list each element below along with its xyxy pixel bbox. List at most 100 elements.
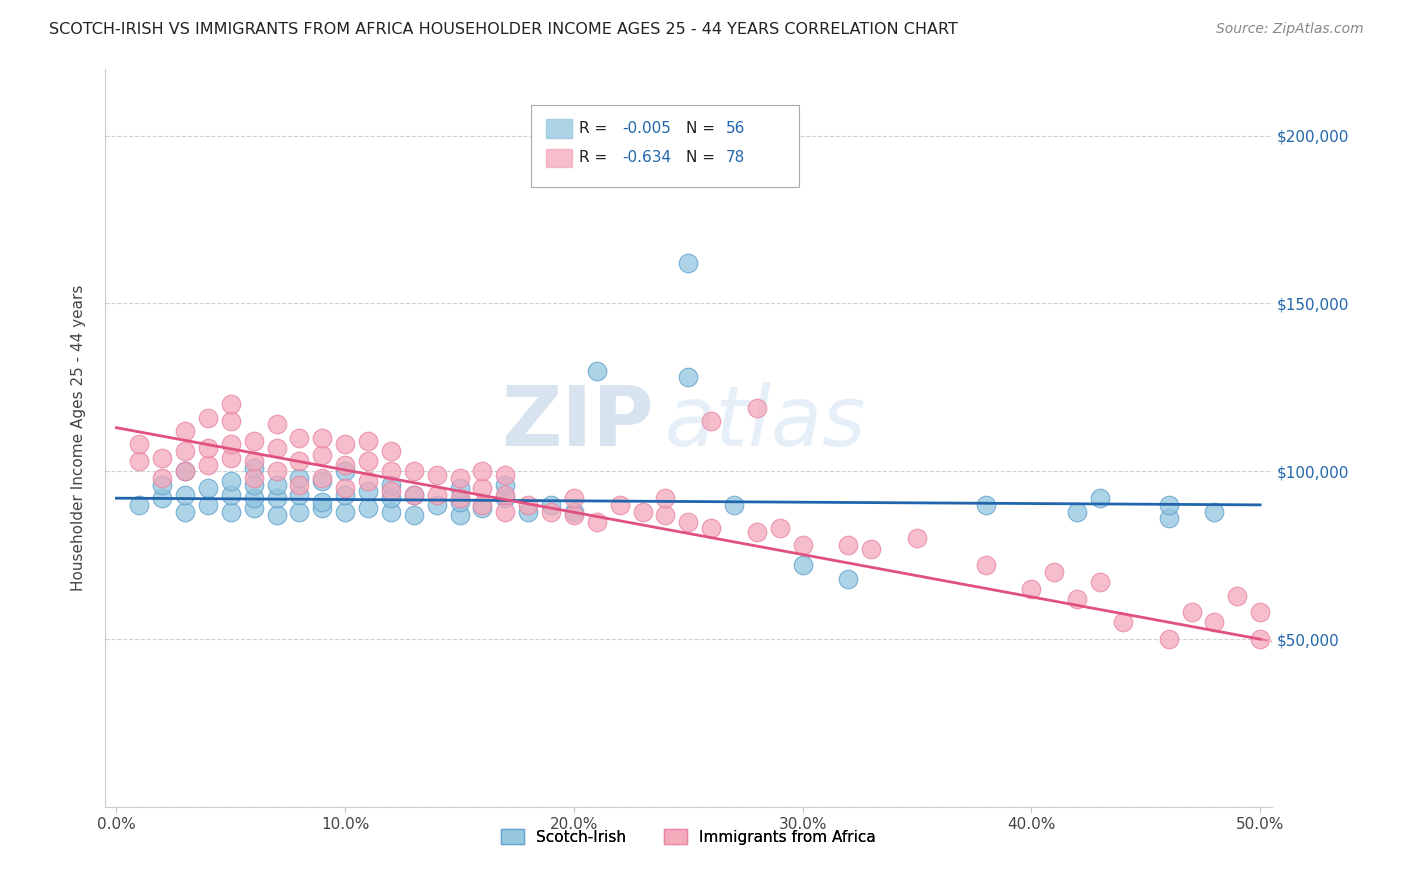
Point (540, 498, 562, 512)
Bar (546, 120, 572, 138)
Point (1088, 575, 1111, 590)
Point (357, 475, 380, 489)
Point (494, 491, 516, 505)
Point (311, 431, 333, 445)
Text: ZIP: ZIP (501, 383, 654, 464)
Point (197, 458, 219, 472)
Point (128, 454, 150, 468)
Point (1088, 491, 1111, 505)
Point (769, 521, 792, 535)
Point (678, 515, 700, 529)
Text: Source: ZipAtlas.com: Source: ZipAtlas.com (1216, 22, 1364, 37)
Point (197, 498, 219, 512)
Text: R =: R = (579, 120, 612, 136)
Point (266, 417, 288, 432)
Point (792, 558, 814, 573)
Point (333, 437, 356, 451)
Point (974, 498, 997, 512)
Point (1021, 582, 1043, 596)
Point (288, 488, 311, 502)
Point (471, 464, 494, 478)
Point (562, 508, 585, 522)
Point (288, 471, 311, 485)
Text: N =: N = (686, 151, 720, 165)
Point (860, 541, 883, 556)
Point (1066, 505, 1088, 519)
Point (402, 508, 425, 522)
Bar (546, 149, 572, 168)
Point (150, 491, 173, 505)
Point (1112, 615, 1135, 630)
Point (426, 467, 449, 482)
Point (242, 501, 264, 516)
Point (449, 471, 471, 485)
Point (150, 450, 173, 465)
Point (402, 488, 425, 502)
Point (1043, 565, 1066, 579)
Point (517, 505, 540, 519)
Point (333, 505, 356, 519)
Point (1249, 632, 1271, 647)
Point (197, 441, 219, 455)
Point (242, 434, 264, 449)
Point (380, 491, 402, 505)
Point (266, 464, 288, 478)
Point (449, 494, 471, 508)
Point (426, 498, 449, 512)
Text: atlas: atlas (665, 383, 866, 464)
Point (197, 481, 219, 495)
Point (1204, 615, 1226, 630)
Point (562, 491, 585, 505)
Point (219, 414, 242, 428)
Point (1180, 605, 1202, 619)
Point (494, 477, 516, 491)
Point (402, 488, 425, 502)
Point (311, 471, 333, 485)
Point (471, 498, 494, 512)
Point (494, 488, 516, 502)
Point (540, 505, 562, 519)
Point (311, 501, 333, 516)
Point (609, 498, 631, 512)
Point (380, 477, 402, 491)
Point (631, 505, 654, 519)
Legend: Scotch-Irish, Immigrants from Africa: Scotch-Irish, Immigrants from Africa (495, 823, 882, 851)
Point (837, 538, 859, 552)
Point (150, 471, 173, 485)
Point (745, 524, 768, 539)
Point (128, 498, 150, 512)
Point (288, 454, 311, 468)
Point (242, 477, 264, 491)
Point (174, 488, 197, 502)
Point (494, 505, 516, 519)
Point (357, 484, 380, 499)
Point (905, 532, 928, 546)
Point (311, 475, 333, 489)
Point (266, 441, 288, 455)
Point (792, 538, 814, 552)
Point (562, 505, 585, 519)
Point (1066, 591, 1088, 606)
Point (426, 488, 449, 502)
Text: SCOTCH-IRISH VS IMMIGRANTS FROM AFRICA HOUSEHOLDER INCOME AGES 25 - 44 YEARS COR: SCOTCH-IRISH VS IMMIGRANTS FROM AFRICA H… (49, 22, 957, 37)
Point (700, 414, 723, 428)
Point (333, 458, 356, 472)
Point (357, 454, 380, 468)
Point (471, 481, 494, 495)
Point (311, 448, 333, 462)
Text: N =: N = (686, 120, 720, 136)
Point (266, 508, 288, 522)
Point (266, 491, 288, 505)
Point (242, 491, 264, 505)
Point (1157, 632, 1180, 647)
Text: -0.005: -0.005 (621, 120, 671, 136)
Point (242, 461, 264, 475)
Point (974, 558, 997, 573)
Point (449, 491, 471, 505)
Text: R =: R = (579, 151, 612, 165)
Point (700, 521, 723, 535)
Point (174, 464, 197, 478)
Point (449, 508, 471, 522)
Point (585, 363, 607, 377)
Point (357, 501, 380, 516)
